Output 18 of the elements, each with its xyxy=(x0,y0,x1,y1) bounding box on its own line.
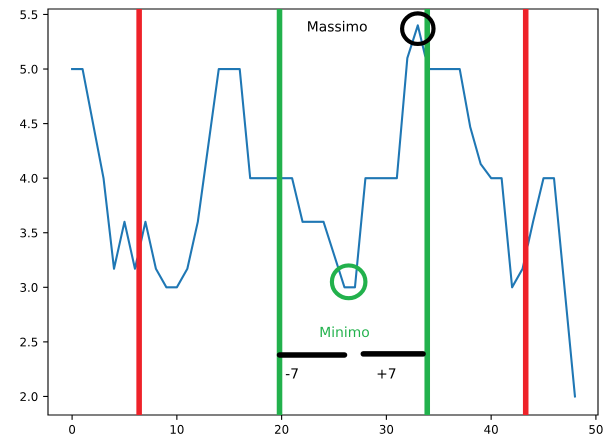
x-tick-label: 10 xyxy=(170,424,184,434)
annotation: Minimo xyxy=(320,326,369,338)
y-tick-label: 2.0 xyxy=(20,392,38,402)
y-tick-label: 2.5 xyxy=(20,338,38,347)
x-tick-label: 0 xyxy=(69,424,76,434)
y-tick-label: 4.5 xyxy=(20,119,38,128)
x-tick-label: 20 xyxy=(274,424,288,434)
annotation: +7 xyxy=(378,368,396,378)
y-tick-label: 5.0 xyxy=(20,64,38,74)
y-tick-label: 5.5 xyxy=(20,10,38,20)
y-tick-label: 4.0 xyxy=(20,174,38,183)
annotation: Massimo xyxy=(308,20,367,32)
y-tick-label: 3.5 xyxy=(20,228,38,238)
y-tick-label: 3.0 xyxy=(20,283,38,292)
annotation: -7 xyxy=(286,368,298,378)
x-tick-label: 30 xyxy=(380,424,394,434)
x-tick-label: 50 xyxy=(589,424,603,434)
x-tick-label: 40 xyxy=(484,424,498,434)
